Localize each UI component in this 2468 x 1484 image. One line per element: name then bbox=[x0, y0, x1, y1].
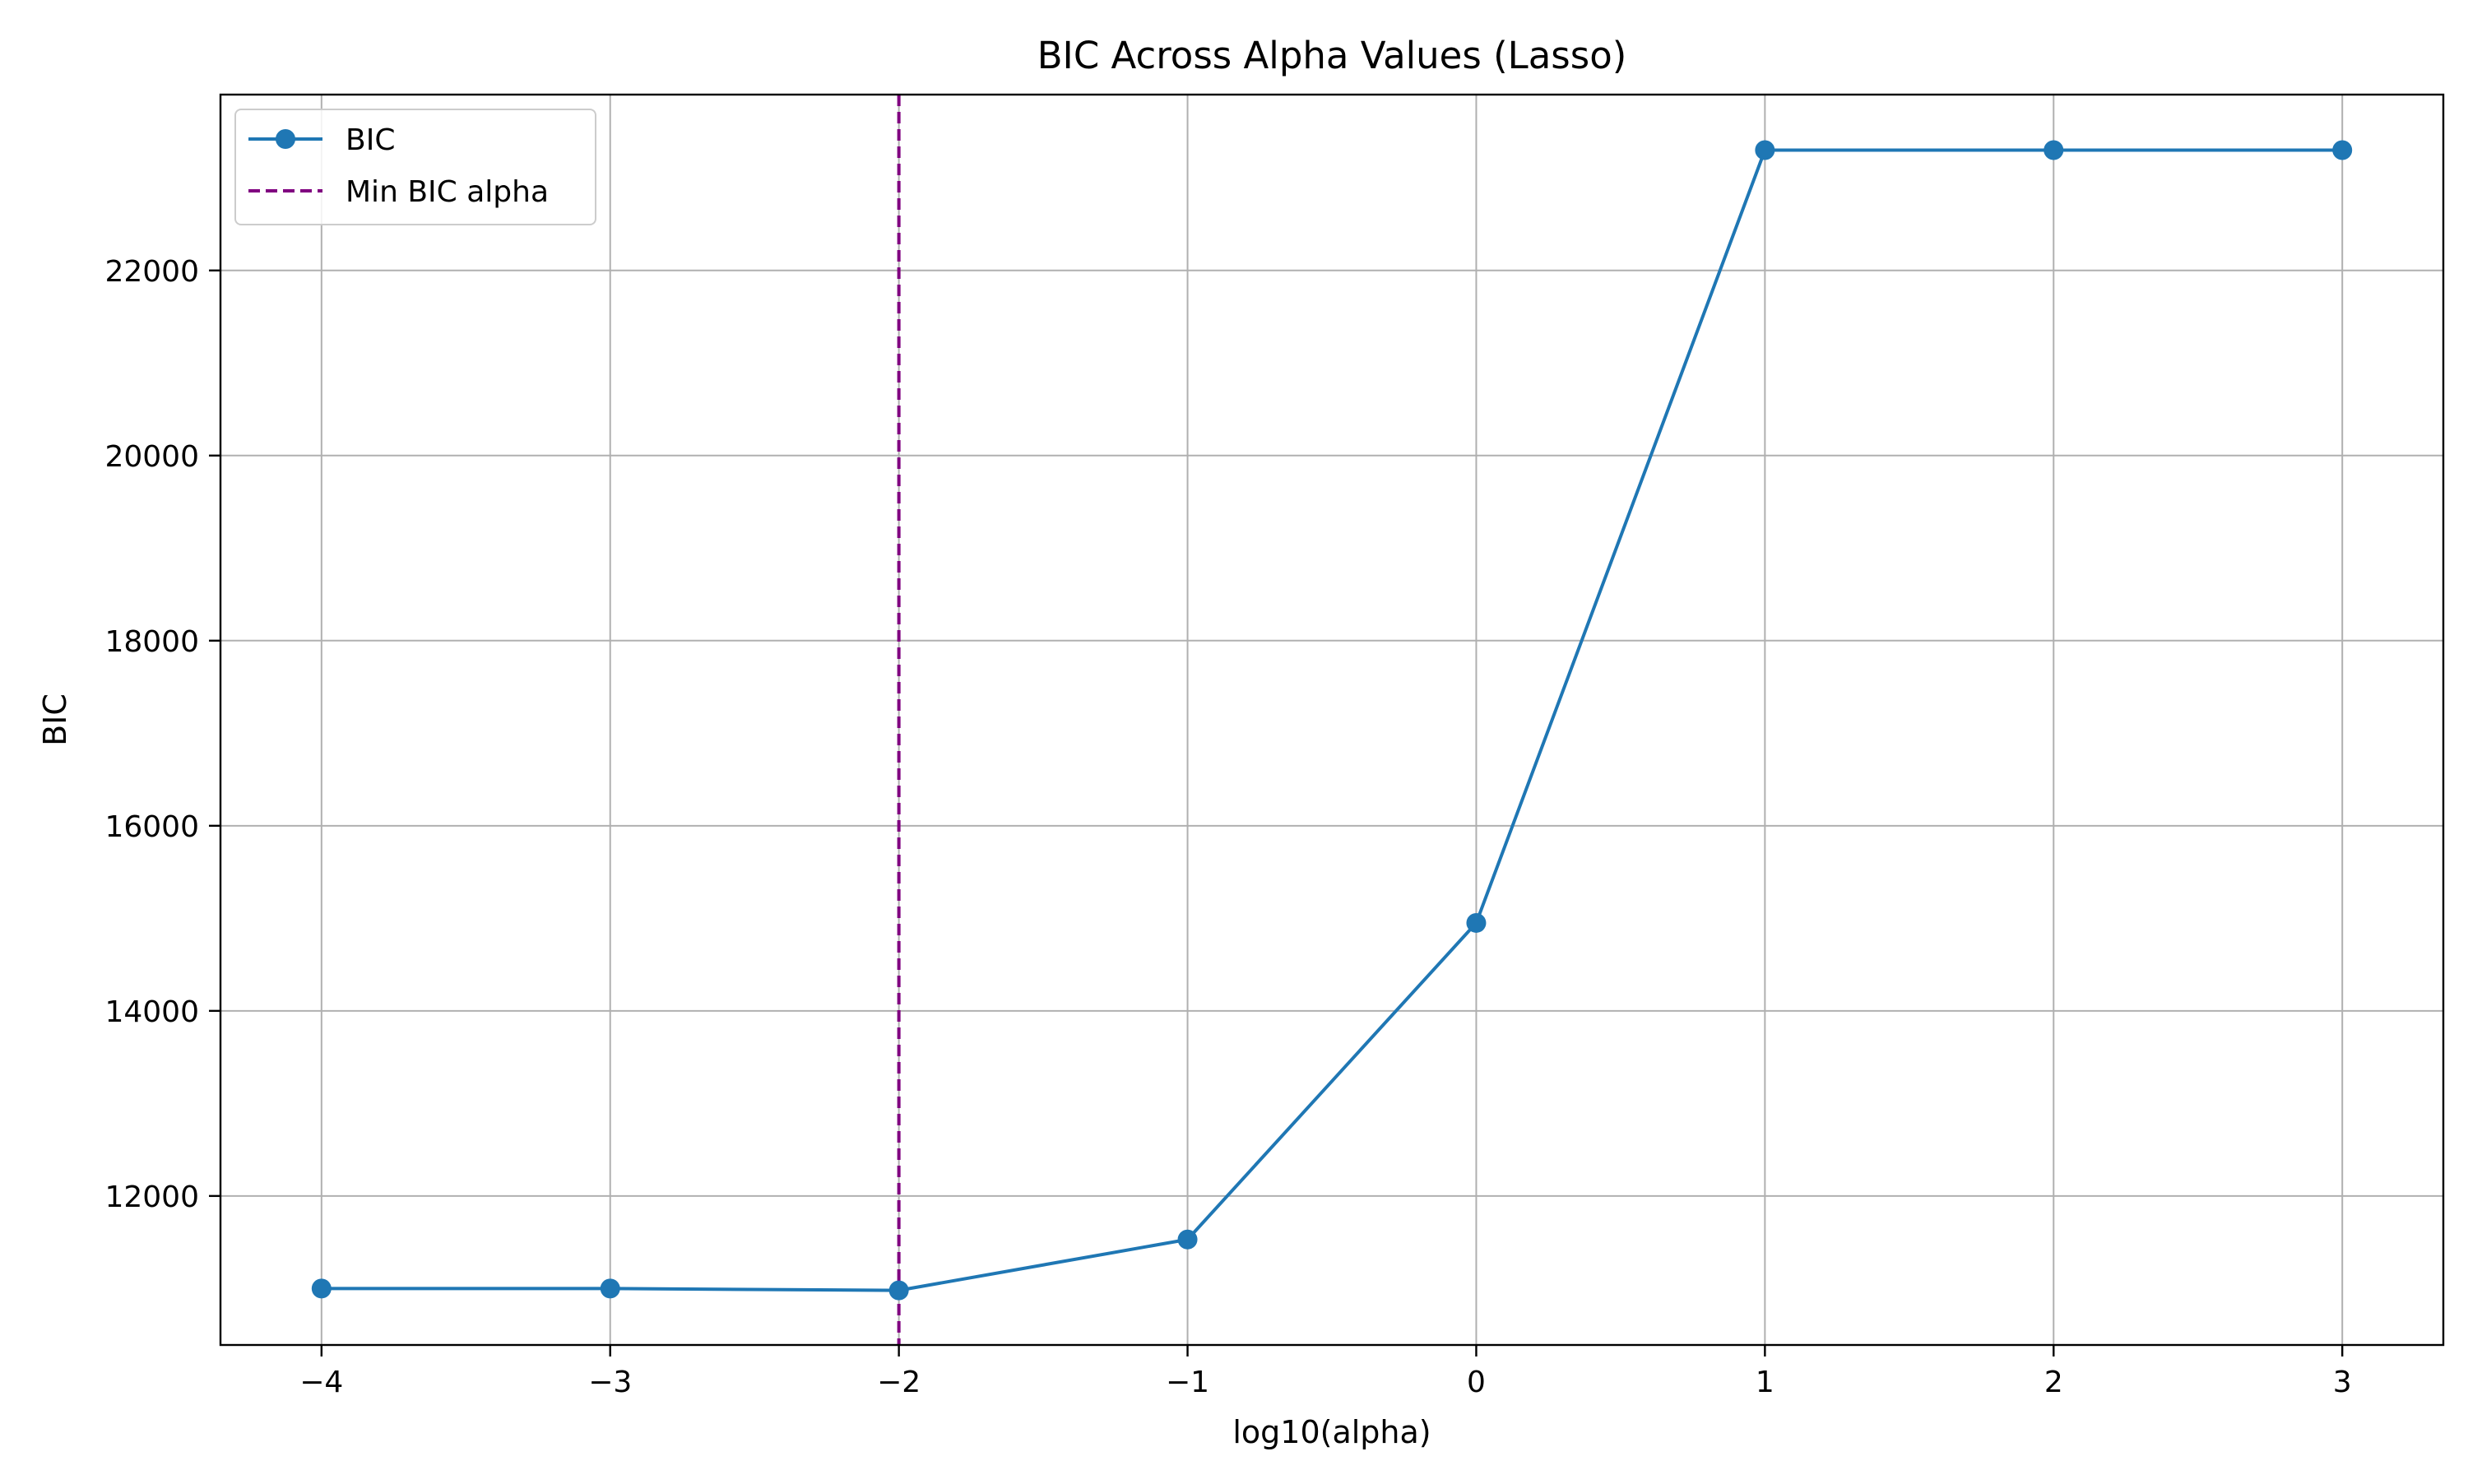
y-tick-label: 16000 bbox=[104, 810, 199, 844]
y-tick-label: 22000 bbox=[104, 255, 199, 289]
chart-title: BIC Across Alpha Values (Lasso) bbox=[1037, 34, 1627, 77]
bic-data-point bbox=[311, 1278, 332, 1299]
y-tick-label: 20000 bbox=[104, 440, 199, 474]
x-tick-label: −3 bbox=[588, 1366, 632, 1399]
y-tick-label: 18000 bbox=[104, 625, 199, 659]
legend-bic-label: BIC bbox=[346, 123, 395, 157]
x-axis-label: log10(alpha) bbox=[1232, 1414, 1431, 1450]
y-tick-label: 12000 bbox=[104, 1180, 199, 1214]
y-axis-label: BIC bbox=[37, 693, 73, 746]
series bbox=[311, 140, 2353, 1301]
x-tick-label: −1 bbox=[1166, 1366, 1209, 1399]
y-tick-label: 14000 bbox=[104, 995, 199, 1029]
bic-data-point bbox=[1177, 1229, 1198, 1250]
axis-ticks: −4 −3 −2 −1 0 1 2 3 12000 14000 16000 18000 20000 220… bbox=[104, 255, 2351, 1399]
bic-data-point bbox=[888, 1280, 909, 1301]
x-tick-label: 1 bbox=[1756, 1366, 1774, 1399]
bic-data-point bbox=[1466, 912, 1487, 933]
bic-series-line bbox=[321, 148, 2343, 1292]
x-tick-label: −2 bbox=[877, 1366, 921, 1399]
bic-data-point bbox=[1755, 140, 1775, 160]
legend-box bbox=[234, 109, 596, 225]
legend-min-bic-alpha-label: Min BIC alpha bbox=[346, 175, 549, 209]
legend-bic-marker bbox=[276, 129, 295, 149]
x-tick-label: 3 bbox=[2333, 1366, 2352, 1399]
bic-data-point bbox=[2044, 140, 2064, 160]
bic-data-point bbox=[2332, 140, 2353, 160]
x-tick-label: 0 bbox=[1467, 1366, 1486, 1399]
bic-data-point bbox=[600, 1278, 620, 1299]
legend: BIC Min BIC alpha bbox=[234, 109, 596, 225]
plot-area-frame bbox=[219, 93, 2445, 1347]
x-tick-label: 2 bbox=[2044, 1366, 2063, 1399]
x-tick-label: −4 bbox=[299, 1366, 343, 1399]
